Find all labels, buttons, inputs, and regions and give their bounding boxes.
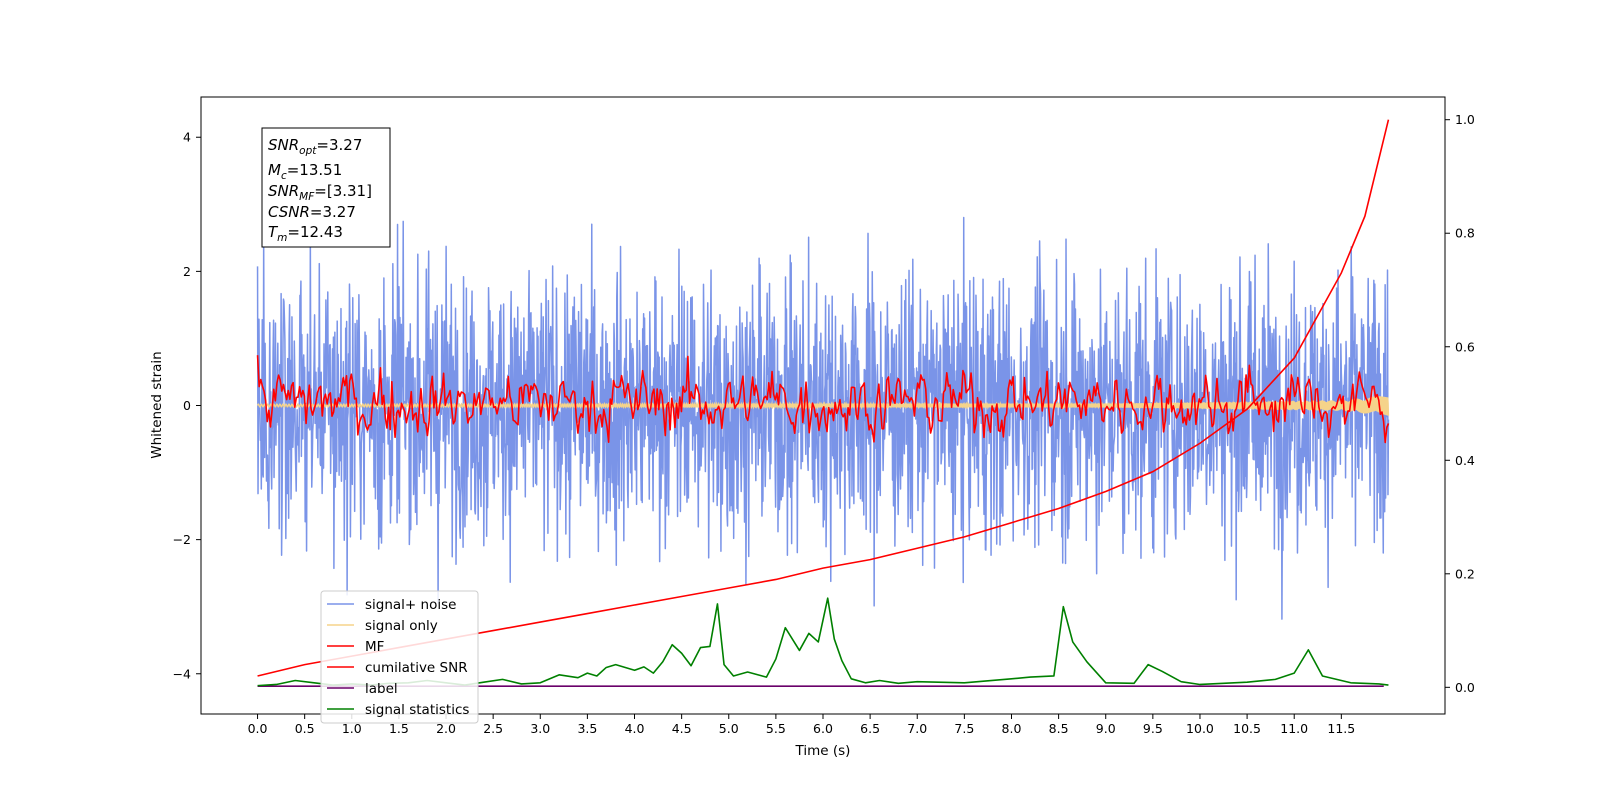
info-snr-mf: SNRMF=[3.31] [268, 182, 372, 203]
right-y-tick-label: 1.0 [1455, 112, 1475, 127]
x-tick-label: 9.5 [1143, 721, 1163, 736]
legend-entry-signal-statistics: signal statistics [327, 702, 469, 718]
x-axis-label: Time (s) [795, 743, 851, 759]
x-tick-label: 3.0 [530, 721, 550, 736]
x-tick-label: 4.5 [672, 721, 692, 736]
x-tick-label: 11.0 [1280, 721, 1308, 736]
legend-entry-mf: MF [327, 639, 384, 655]
svg-text:signal+ noise: signal+ noise [365, 597, 456, 613]
info-csnr: CSNR=3.27 [268, 203, 356, 221]
x-tick-label: 2.0 [436, 721, 456, 736]
x-tick-label: 1.5 [389, 721, 409, 736]
mf-series [256, 355, 1390, 444]
x-tick-label: 6.5 [860, 721, 880, 736]
left-y-axis-ticks: −4 −2 0 2 4 [173, 130, 201, 681]
x-tick-label: 9.0 [1096, 721, 1116, 736]
info-snr-opt: SNRopt=3.27 [268, 136, 362, 157]
x-tick-label: 3.5 [577, 721, 597, 736]
x-tick-label: 5.0 [719, 721, 739, 736]
x-tick-label: 7.0 [907, 721, 927, 736]
x-tick-label: 11.5 [1327, 721, 1355, 736]
mf-line [256, 355, 1390, 444]
legend-entry-signal-noise: signal+ noise [327, 597, 456, 613]
left-y-tick-label: −4 [173, 666, 191, 681]
legend-entry-label: label [327, 681, 398, 697]
svg-text:signal statistics: signal statistics [365, 702, 469, 718]
signal-only-series [256, 396, 1390, 416]
x-tick-label: 10.5 [1233, 721, 1261, 736]
left-y-tick-label: 2 [183, 264, 191, 279]
svg-text:label: label [365, 681, 398, 697]
x-tick-label: 0.5 [295, 721, 315, 736]
y-axis-label-left: Whitened strain [149, 351, 165, 458]
left-y-tick-label: 4 [183, 130, 191, 145]
x-tick-label: 6.0 [813, 721, 833, 736]
x-tick-label: 2.5 [483, 721, 503, 736]
right-y-tick-label: 0.0 [1455, 680, 1475, 695]
x-tick-label: 8.5 [1049, 721, 1069, 736]
x-axis-ticks: 0.0 0.5 1.0 1.5 2.0 2.5 3.0 3.5 4.0 4.5 5.0 5.5 6.0 6… [248, 714, 1355, 736]
svg-text:cumilative SNR: cumilative SNR [365, 660, 468, 676]
legend: signal+ noise signal only MF cumilative … [320, 590, 479, 724]
legend-entry-signal-only: signal only [327, 618, 438, 634]
info-box: SNRopt=3.27 Mc=13.51 SNRMF=[3.31] CSNR=3… [261, 127, 391, 248]
x-tick-label: 4.0 [625, 721, 645, 736]
x-tick-label: 1.0 [342, 721, 362, 736]
svg-text:signal only: signal only [365, 618, 438, 634]
signal-only-line [256, 396, 1390, 416]
left-y-tick-label: −2 [173, 532, 191, 547]
x-tick-label: 7.5 [954, 721, 974, 736]
signal-plus-noise-series [256, 216, 1390, 620]
svg-text:MF: MF [365, 639, 384, 655]
signal-plus-noise-line [256, 216, 1390, 620]
left-y-tick-label: 0 [183, 398, 191, 413]
x-tick-label: 0.0 [248, 721, 268, 736]
right-y-tick-label: 0.6 [1455, 339, 1475, 354]
right-y-tick-label: 0.4 [1455, 453, 1475, 468]
right-y-axis-ticks: 0.0 0.2 0.4 0.6 0.8 1.0 [1445, 112, 1475, 695]
x-tick-label: 5.5 [766, 721, 786, 736]
x-tick-label: 10.0 [1186, 721, 1214, 736]
legend-entry-cumulative-snr: cumilative SNR [327, 660, 468, 676]
info-tm: Tm=12.43 [268, 223, 343, 244]
info-mc: Mc=13.51 [268, 161, 342, 182]
right-y-tick-label: 0.2 [1455, 566, 1475, 581]
right-y-tick-label: 0.8 [1455, 226, 1475, 241]
x-tick-label: 8.0 [1002, 721, 1022, 736]
